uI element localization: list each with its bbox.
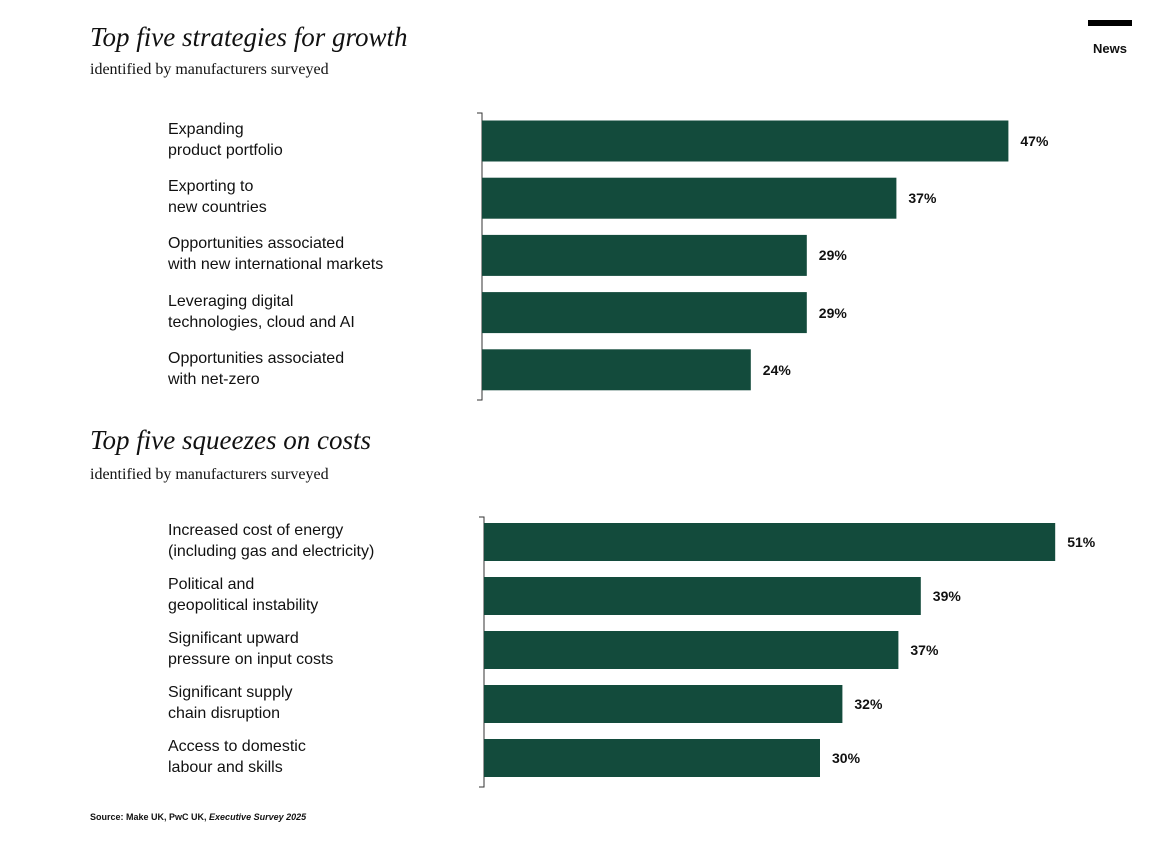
source-publication: Executive Survey 2025 bbox=[209, 812, 307, 822]
bar bbox=[484, 577, 921, 615]
news-bar bbox=[1088, 20, 1132, 26]
chart-title: Top five squeezes on costs bbox=[90, 425, 371, 455]
value-label: 47% bbox=[1020, 133, 1049, 149]
bar bbox=[482, 234, 807, 276]
value-label: 39% bbox=[932, 588, 961, 604]
category-label: Expanding product portfolio bbox=[168, 121, 283, 159]
bar bbox=[484, 739, 820, 777]
value-label: 37% bbox=[910, 642, 939, 658]
chart-title: Top five strategies for growth bbox=[90, 22, 408, 52]
value-label: 29% bbox=[818, 304, 847, 321]
bar bbox=[482, 292, 807, 334]
source: Source: Make UK, PwC UK, Executive Surve… bbox=[90, 812, 306, 822]
category-label: Significant supply chain disruption bbox=[168, 684, 293, 722]
chart-subtitle: identified by manufacturers surveyed bbox=[90, 466, 329, 483]
category-label: Leveraging digital technologies, cloud a… bbox=[168, 292, 355, 331]
value-label: 32% bbox=[854, 696, 883, 712]
category-label: Exporting to new countries bbox=[168, 178, 267, 217]
axis-line bbox=[477, 112, 483, 401]
category-label: Political and geopolitical instability bbox=[168, 576, 319, 614]
value-label: 30% bbox=[832, 750, 861, 766]
news-tag[interactable]: News bbox=[1093, 41, 1127, 56]
chart-subtitle: identified by manufacturers surveyed bbox=[90, 61, 329, 78]
category-label: Opportunities associated with new intern… bbox=[168, 235, 384, 274]
category-label: Significant upward pressure on input cos… bbox=[168, 630, 334, 668]
bar bbox=[482, 349, 751, 391]
bar bbox=[482, 177, 897, 219]
category-label: Access to domestic labour and skills bbox=[168, 738, 306, 776]
bar bbox=[484, 685, 843, 723]
bar bbox=[484, 523, 1056, 561]
value-label: 24% bbox=[762, 361, 791, 378]
value-label: 37% bbox=[908, 190, 937, 207]
bar bbox=[484, 631, 899, 669]
category-label: Opportunities associated with net-zero bbox=[168, 349, 345, 388]
source-text: Source: Make UK, PwC UK, bbox=[90, 812, 207, 822]
axis-line bbox=[479, 516, 485, 788]
value-label: 29% bbox=[818, 247, 847, 264]
category-label: Increased cost of energy (including gas … bbox=[168, 522, 375, 560]
bar bbox=[482, 120, 1009, 162]
value-label: 51% bbox=[1067, 534, 1096, 550]
